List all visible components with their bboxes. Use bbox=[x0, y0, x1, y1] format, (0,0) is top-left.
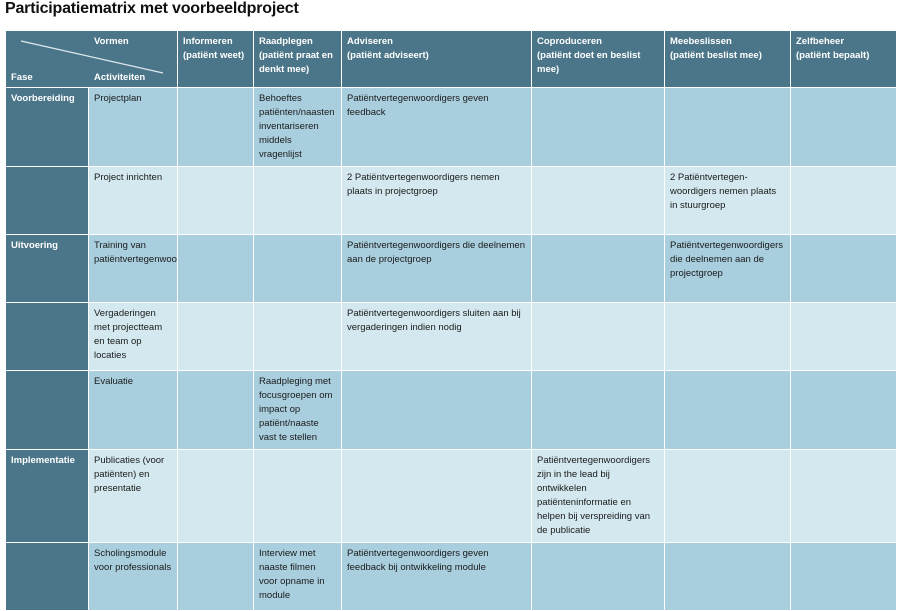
table-row: Scholingsmodule voor professionals Interv… bbox=[5, 542, 897, 611]
activity-cell: Training van patiëntvertegenwoordigers bbox=[88, 234, 178, 303]
matrix-cell: Interview met naaste filmen voor opname … bbox=[253, 542, 342, 611]
activiteiten-label: Activiteiten bbox=[94, 72, 146, 83]
matrix-cell bbox=[177, 166, 254, 235]
column-label: Adviseren bbox=[347, 36, 393, 47]
column-header: Zelfbeheer (patiënt bepaalt) bbox=[790, 30, 897, 88]
matrix-cell: 2 Patiëntvertegen-woordigers nemen plaat… bbox=[664, 166, 791, 235]
column-label: Coproduceren bbox=[537, 36, 602, 47]
column-label: Raadplegen bbox=[259, 36, 313, 47]
matrix-cell bbox=[341, 449, 532, 543]
matrix-cell bbox=[664, 370, 791, 450]
fase-cell bbox=[5, 370, 89, 450]
matrix-cell: Patiëntvertegenwoordigers geven feedback… bbox=[341, 542, 532, 611]
column-header: Meebeslissen (patiënt beslist mee) bbox=[664, 30, 791, 88]
matrix-cell bbox=[177, 87, 254, 167]
matrix-cell bbox=[664, 449, 791, 543]
matrix-cell: Patiëntvertegenwoordigers sluiten aan bi… bbox=[341, 302, 532, 371]
fase-cell bbox=[5, 166, 89, 235]
matrix-cell bbox=[341, 370, 532, 450]
activity-cell: Project inrichten bbox=[88, 166, 178, 235]
matrix-cell bbox=[790, 302, 897, 371]
matrix-cell bbox=[531, 166, 665, 235]
matrix-cell bbox=[790, 542, 897, 611]
matrix-cell bbox=[253, 302, 342, 371]
matrix-cell: Patiëntvertegenwoordigers die deelnemen … bbox=[664, 234, 791, 303]
matrix-cell bbox=[664, 302, 791, 371]
column-header: Coproduceren (patiënt doet en beslist mee… bbox=[531, 30, 665, 88]
column-header: Raadplegen (patiënt praat en denkt mee) bbox=[253, 30, 342, 88]
column-sublabel: (patiënt beslist mee) bbox=[670, 50, 762, 61]
matrix-cell: Raadpleging met focusgroepen om impact o… bbox=[253, 370, 342, 450]
matrix-cell bbox=[664, 87, 791, 167]
column-label: Zelfbeheer bbox=[796, 36, 845, 47]
matrix-cell bbox=[664, 542, 791, 611]
participation-matrix: Vormen Fase Activiteiten Informeren (pati… bbox=[5, 30, 897, 611]
matrix-cell bbox=[177, 370, 254, 450]
fase-cell bbox=[5, 302, 89, 371]
column-sublabel: (patiënt praat en denkt mee) bbox=[259, 50, 333, 75]
column-label: Meebeslissen bbox=[670, 36, 732, 47]
matrix-cell bbox=[531, 87, 665, 167]
matrix-cell bbox=[531, 370, 665, 450]
fase-cell: Uitvoering bbox=[5, 234, 89, 303]
column-header: Adviseren (patiënt adviseert) bbox=[341, 30, 532, 88]
matrix-cell bbox=[531, 302, 665, 371]
matrix-cell bbox=[253, 234, 342, 303]
table-row: Uitvoering Training van patiëntvertegenwo… bbox=[5, 234, 897, 303]
fase-cell: Implementatie bbox=[5, 449, 89, 543]
table-row: Implementatie Publicaties (voor patiënten… bbox=[5, 449, 897, 543]
fase-cell: Voorbereiding bbox=[5, 87, 89, 167]
column-sublabel: (patiënt bepaalt) bbox=[796, 50, 870, 61]
column-header: Informeren (patiënt weet) bbox=[177, 30, 254, 88]
matrix-cell bbox=[177, 449, 254, 543]
diagonal-line bbox=[20, 40, 164, 74]
matrix-cell bbox=[790, 449, 897, 543]
matrix-cell bbox=[790, 87, 897, 167]
column-label: Informeren bbox=[183, 36, 233, 47]
matrix-cell bbox=[177, 234, 254, 303]
table-row: Evaluatie Raadpleging met focusgroepen om… bbox=[5, 370, 897, 450]
activity-cell: Projectplan bbox=[88, 87, 178, 167]
matrix-cell bbox=[790, 166, 897, 235]
column-sublabel: (patiënt adviseert) bbox=[347, 50, 429, 61]
vormen-label: Vormen bbox=[94, 36, 129, 47]
page-title: Participatiematrix met voorbeeldproject bbox=[5, 0, 299, 17]
matrix-cell: Patiëntvertegenwoordigers die deelnemen … bbox=[341, 234, 532, 303]
matrix-cell: 2 Patiëntvertegenwoordigers nemen plaats… bbox=[341, 166, 532, 235]
activity-cell: Evaluatie bbox=[88, 370, 178, 450]
matrix-cell bbox=[790, 370, 897, 450]
corner-header: Vormen Fase Activiteiten bbox=[5, 30, 178, 88]
matrix-cell: Behoeftes patiënten/naasten inventariser… bbox=[253, 87, 342, 167]
header-row: Vormen Fase Activiteiten Informeren (pati… bbox=[5, 30, 897, 88]
fase-label: Fase bbox=[11, 72, 33, 83]
matrix-cell bbox=[253, 166, 342, 235]
matrix-cell bbox=[177, 302, 254, 371]
matrix-cell bbox=[177, 542, 254, 611]
activity-cell: Vergaderingen met projectteam en team op… bbox=[88, 302, 178, 371]
table-row: Voorbereiding Projectplan Behoeftes patiën… bbox=[5, 87, 897, 167]
table-row: Vergaderingen met projectteam en team op… bbox=[5, 302, 897, 371]
column-sublabel: (patiënt weet) bbox=[183, 50, 245, 61]
matrix-cell bbox=[253, 449, 342, 543]
matrix-cell bbox=[531, 234, 665, 303]
activity-cell: Publicaties (voor patiënten) en presenta… bbox=[88, 449, 178, 543]
fase-cell bbox=[5, 542, 89, 611]
table-row: Project inrichten 2 Patiëntvertegenwoordi… bbox=[5, 166, 897, 235]
matrix-cell: Patiëntvertegenwoordigers geven feedback bbox=[341, 87, 532, 167]
column-sublabel: (patiënt doet en beslist mee) bbox=[537, 50, 641, 75]
matrix-cell bbox=[531, 542, 665, 611]
matrix-cell: Patiëntvertegenwoordigers zijn in the le… bbox=[531, 449, 665, 543]
activity-cell: Scholingsmodule voor professionals bbox=[88, 542, 178, 611]
matrix-cell bbox=[790, 234, 897, 303]
